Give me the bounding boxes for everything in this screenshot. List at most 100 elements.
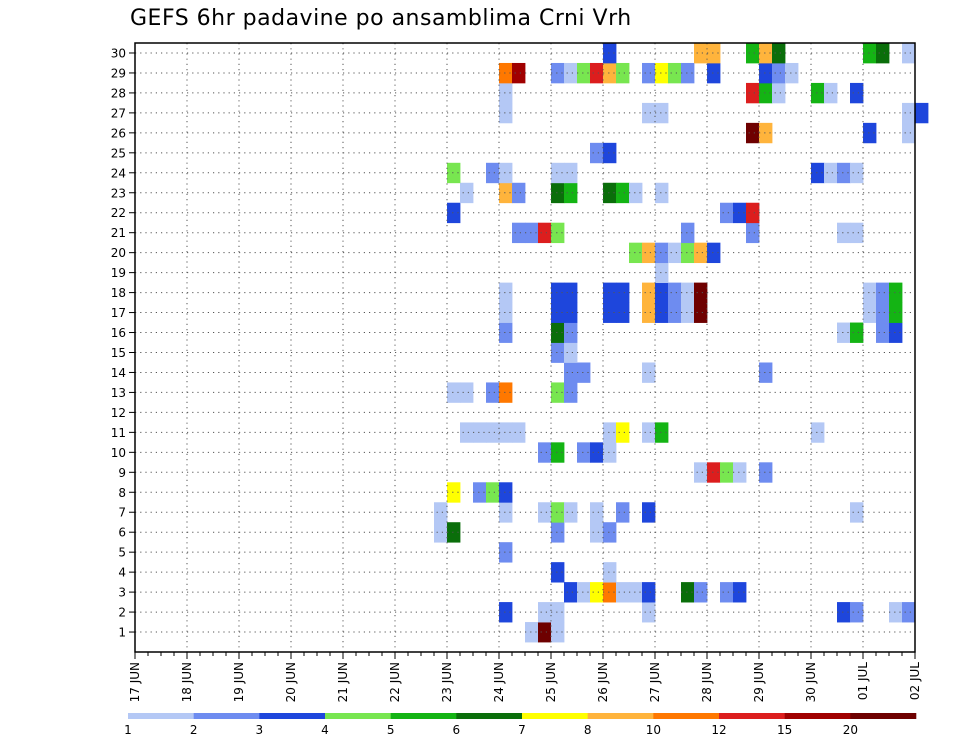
y-tick-label: 15: [111, 346, 126, 360]
heatmap-cell: [551, 342, 565, 363]
heatmap-cell: [551, 522, 565, 543]
heatmap-cell: [551, 162, 565, 184]
heatmap-cell: [460, 382, 474, 403]
heatmap-cell: [707, 462, 721, 483]
y-tick-label: 26: [111, 126, 126, 140]
heatmap-cell: [590, 582, 604, 603]
heatmap-cell: [499, 182, 513, 204]
heatmap-cell: [733, 462, 747, 483]
heatmap-cell: [655, 422, 669, 443]
heatmap-cell: [525, 622, 539, 643]
heatmap-cell: [863, 302, 877, 323]
heatmap-cell: [850, 222, 864, 244]
heatmap-cell: [512, 62, 526, 84]
heatmap-cell: [564, 342, 578, 363]
heatmap-cell: [564, 62, 578, 84]
heatmap-cell: [876, 322, 890, 343]
heatmap-cell: [837, 322, 851, 343]
heatmap-cell: [629, 182, 643, 204]
heatmap-cell: [694, 462, 708, 483]
y-tick-label: 3: [118, 586, 126, 600]
heatmap-cell: [499, 422, 513, 443]
heatmap-cell: [551, 282, 565, 303]
heatmap-cell: [772, 43, 786, 64]
y-tick-label: 6: [118, 526, 126, 540]
heatmap-cell: [512, 222, 526, 244]
heatmap-cell: [486, 422, 500, 443]
heatmap-cell: [759, 82, 773, 104]
heatmap-cell: [902, 102, 916, 124]
y-tick-label: 23: [111, 186, 126, 200]
grid-lines: [135, 43, 915, 652]
heatmap-cell: [590, 522, 604, 543]
heatmap-cell: [681, 302, 695, 323]
heatmap-cell: [499, 102, 513, 124]
y-tick-label: 1: [118, 626, 126, 640]
heatmap-cell: [850, 322, 864, 343]
y-tick-label: 20: [111, 246, 126, 260]
heatmap-cell: [447, 482, 461, 503]
y-tick-label: 29: [111, 66, 126, 80]
heatmap-cell: [642, 422, 656, 443]
heatmap-cell: [564, 582, 578, 603]
heatmap-cell: [499, 302, 513, 323]
heatmap-cell: [551, 302, 565, 323]
heatmap-cell: [590, 442, 604, 463]
heatmap-cell: [538, 222, 552, 244]
heatmap-cell: [603, 302, 617, 323]
heatmap-cell: [564, 162, 578, 184]
y-tick-label: 12: [111, 406, 126, 420]
heatmap-cell: [655, 182, 669, 204]
heatmap-cell: [889, 602, 903, 623]
heatmap-cell: [811, 422, 825, 443]
x-tick-label: 01 JUL: [856, 662, 870, 700]
heatmap-cell: [681, 62, 695, 84]
heatmap-cell: [785, 62, 799, 84]
heatmap-cell: [551, 62, 565, 84]
colorbar-swatch: [784, 713, 851, 719]
heatmap-cell: [772, 62, 786, 84]
heatmap-cell: [668, 302, 682, 323]
colorbar-label: 8: [584, 723, 592, 737]
heatmap-cell: [616, 282, 630, 303]
x-tick-label: 19 JUN: [232, 662, 246, 702]
heatmap-cells: [434, 43, 929, 643]
heatmap-cell: [499, 542, 513, 563]
heatmap-cell: [837, 222, 851, 244]
heatmap-cell: [486, 162, 500, 184]
heatmap-cell: [720, 462, 734, 483]
heatmap-cell: [681, 222, 695, 244]
heatmap-cell: [694, 242, 708, 264]
colorbar-swatch: [719, 713, 785, 719]
heatmap-cell: [759, 462, 773, 483]
x-axis: 17 JUN 18 JUN 19 JUN 20 JUN 21 JUN 22 JUN 23 J…: [128, 652, 922, 702]
y-tick-label: 10: [111, 446, 126, 460]
heatmap-cell: [603, 142, 617, 164]
chart-title: GEFS 6hr padavine po ansamblima Crni Vrh: [130, 6, 632, 31]
heatmap-cell: [707, 242, 721, 264]
heatmap-cell: [746, 43, 760, 64]
heatmap-cell: [616, 302, 630, 323]
heatmap-cell: [551, 622, 565, 643]
heatmap-cell: [616, 62, 630, 84]
heatmap-cell: [694, 43, 708, 64]
x-tick-label: 02 JUL: [908, 662, 922, 700]
y-tick-label: 8: [118, 486, 126, 500]
colorbar-label: 1: [124, 723, 132, 737]
x-tick-label: 22 JUN: [388, 662, 402, 702]
heatmap-cell: [694, 302, 708, 323]
heatmap-cell: [603, 182, 617, 204]
y-tick-label: 4: [118, 566, 126, 580]
heatmap-cell: [642, 242, 656, 264]
colorbar-swatch: [193, 713, 260, 719]
heatmap-cell: [863, 282, 877, 303]
heatmap-cell: [668, 62, 682, 84]
heatmap-cell: [850, 162, 864, 184]
heatmap-cell: [642, 602, 656, 623]
heatmap-cell: [811, 82, 825, 104]
heatmap-cell: [876, 43, 890, 64]
heatmap-cell: [759, 62, 773, 84]
y-tick-label: 2: [118, 606, 126, 620]
heatmap-cell: [915, 102, 929, 124]
colorbar-swatch: [325, 713, 391, 719]
